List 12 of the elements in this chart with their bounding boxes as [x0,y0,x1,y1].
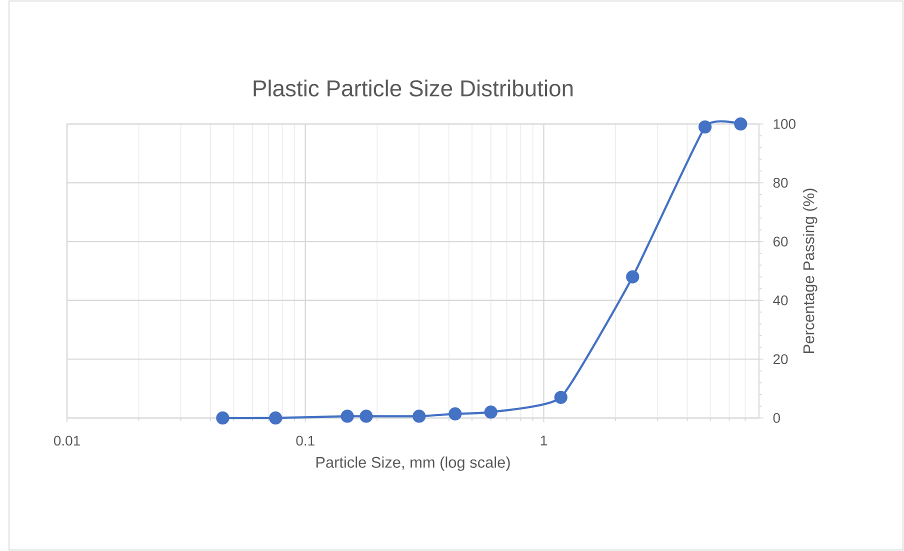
y-axis-title: Percentage Passing (%) [802,188,818,353]
y-tick-label: 60 [773,236,788,247]
y-tick-label: 40 [773,295,788,306]
x-tick-label: 0.1 [296,436,314,446]
x-tick-label: 0.01 [54,436,80,446]
chart-title: Plastic Particle Size Distribution [254,80,573,96]
y-tick-label: 100 [774,119,796,129]
y-tick-label: 80 [773,178,788,188]
x-axis-title: Particle Size, mm (log scale) [316,456,510,471]
y-tick-label: 20 [773,354,788,364]
x-tick-label: 1 [540,436,547,446]
y-tick-label: 0 [773,413,780,423]
